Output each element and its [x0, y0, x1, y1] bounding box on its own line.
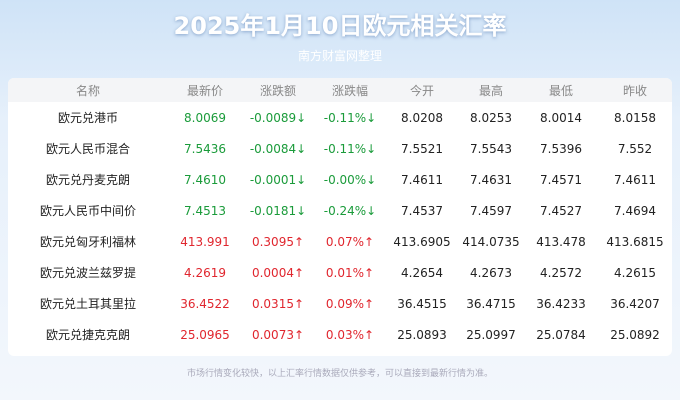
rate-cell: 0.0315↑: [251, 296, 305, 311]
rate-cell: 36.4233: [536, 296, 586, 311]
rate-cell: 25.0892: [610, 327, 660, 342]
rate-cell: 7.5436: [184, 141, 226, 156]
table-row: 欧元兑丹麦克朗 7.4610 -0.0001↓ -0.00%↓ 7.4611 7.4631…: [8, 164, 672, 195]
table-row: 欧元兑捷克克朗 25.0965 0.0073↑ 0.03%↑ 25.0893 25.099…: [8, 319, 672, 350]
rate-cell: 0.03%↑: [325, 327, 375, 342]
rate-cell: 7.4513: [184, 203, 226, 218]
currency-name: 欧元兑匈牙利福林: [39, 235, 136, 249]
currency-name: 欧元兑波兰兹罗提: [39, 266, 136, 280]
rate-cell: 0.01%↑: [325, 265, 375, 280]
rate-cell: 7.4631: [470, 172, 512, 187]
rate-cell: 25.0893: [397, 327, 447, 342]
rate-cell: 413.6815: [606, 234, 664, 249]
table: 名称 最新价 涨跌额 涨跌幅 今开 最高 最低 昨收欧元兑港币 8.0069 -0.0089↓ -0…: [8, 78, 672, 356]
table-row: 欧元人民币中间价 7.4513 -0.0181↓ -0.24%↓ 7.4537 7.459…: [8, 195, 672, 226]
rate-cell: -0.0001↓: [249, 172, 307, 187]
column-header: 涨跌幅: [331, 83, 368, 98]
rate-cell: 7.4611: [401, 172, 443, 187]
currency-name: 欧元人民币中间价: [39, 204, 136, 218]
rate-cell: 413.6905: [393, 234, 451, 249]
rate-cell: 25.0784: [536, 327, 586, 342]
table-row: 欧元兑港币 8.0069 -0.0089↓ -0.11%↓ 8.0208 8.0253 8.…: [8, 102, 672, 133]
subtitle: 南方财富网整理: [297, 49, 382, 63]
rate-cell: -0.0181↓: [249, 203, 307, 218]
title: 2025年1月10日欧元相关汇率: [173, 12, 507, 40]
rate-cell: 36.4515: [397, 296, 447, 311]
rate-cell: 413.478: [536, 234, 586, 249]
currency-name: 欧元兑丹麦克朗: [45, 173, 130, 187]
rate-cell: 7.5396: [540, 141, 582, 156]
rate-cell: -0.0084↓: [249, 141, 307, 156]
header-row: 名称 最新价 涨跌额 涨跌幅 今开 最高 最低 昨收: [8, 78, 672, 102]
rate-cell: 4.2673: [470, 265, 512, 280]
rate-cell: 4.2572: [540, 265, 582, 280]
rate-cell: -0.11%↓: [323, 110, 377, 125]
rate-cell: 0.3095↑: [251, 234, 305, 249]
rate-cell: 413.991: [180, 234, 230, 249]
rate-cell: 7.552: [617, 141, 653, 156]
table-row: 欧元兑土耳其里拉 36.4522 0.0315↑ 0.09%↑ 36.4515 36.47…: [8, 288, 672, 319]
rate-cell: 25.0997: [466, 327, 516, 342]
rate-cell: 7.5521: [401, 141, 443, 156]
column-header: 最新价: [186, 83, 223, 98]
rate-cell: -0.00%↓: [323, 172, 377, 187]
rate-cell: 4.2619: [184, 265, 226, 280]
rate-cell: 4.2615: [614, 265, 656, 280]
rate-cell: -0.24%↓: [323, 203, 377, 218]
rate-cell: 0.09%↑: [325, 296, 375, 311]
rate-cell: 8.0014: [540, 110, 582, 125]
rate-cell: 36.4522: [180, 296, 230, 311]
column-header: 涨跌额: [259, 83, 296, 98]
column-header: 名称: [75, 83, 100, 98]
footer-note: 市场行情变化较快，以上汇率行情数据仅供参考，可以直接到最新行情为准。: [186, 369, 493, 379]
rate-cell: 7.4610: [184, 172, 226, 187]
table-row: 欧元兑波兰兹罗提 4.2619 0.0004↑ 0.01%↑ 4.2654 4.2673 4…: [8, 257, 672, 288]
rate-cell: 7.4537: [401, 203, 443, 218]
column-header: 今开: [409, 83, 434, 98]
table-row: 欧元兑匈牙利福林 413.991 0.3095↑ 0.07%↑ 413.6905 414.…: [8, 226, 672, 257]
rate-cell: 0.07%↑: [325, 234, 375, 249]
rate-cell: 7.4597: [470, 203, 512, 218]
table-row: 欧元人民币混合 7.5436 -0.0084↓ -0.11%↓ 7.5521 7.5543…: [8, 133, 672, 164]
rate-cell: -0.0089↓: [249, 110, 307, 125]
currency-name: 欧元兑港币: [57, 111, 118, 125]
rate-cell: 8.0208: [401, 110, 443, 125]
currency-name: 欧元兑捷克克朗: [45, 328, 130, 342]
rate-cell: 8.0253: [470, 110, 512, 125]
currency-name: 欧元人民币混合: [45, 142, 130, 156]
rate-cell: 7.4571: [540, 172, 582, 187]
rate-cell: 36.4715: [466, 296, 516, 311]
rate-cell: 25.0965: [180, 327, 230, 342]
column-header: 昨收: [622, 83, 647, 98]
column-header: 最低: [548, 83, 573, 98]
column-header: 最高: [478, 83, 503, 98]
rate-cell: 0.0073↑: [251, 327, 305, 342]
rate-cell: -0.11%↓: [323, 141, 377, 156]
rate-cell: 7.4527: [540, 203, 582, 218]
rate-cell: 7.4694: [614, 203, 656, 218]
rate-cell: 4.2654: [401, 265, 443, 280]
rate-cell: 7.4611: [614, 172, 656, 187]
rate-cell: 36.4207: [610, 296, 660, 311]
rate-cell: 8.0158: [614, 110, 656, 125]
rate-cell: 8.0069: [184, 110, 226, 125]
currency-name: 欧元兑土耳其里拉: [39, 297, 136, 311]
rate-cell: 7.5543: [470, 141, 512, 156]
rate-cell: 0.0004↑: [251, 265, 305, 280]
rate-cell: 414.0735: [462, 234, 520, 249]
